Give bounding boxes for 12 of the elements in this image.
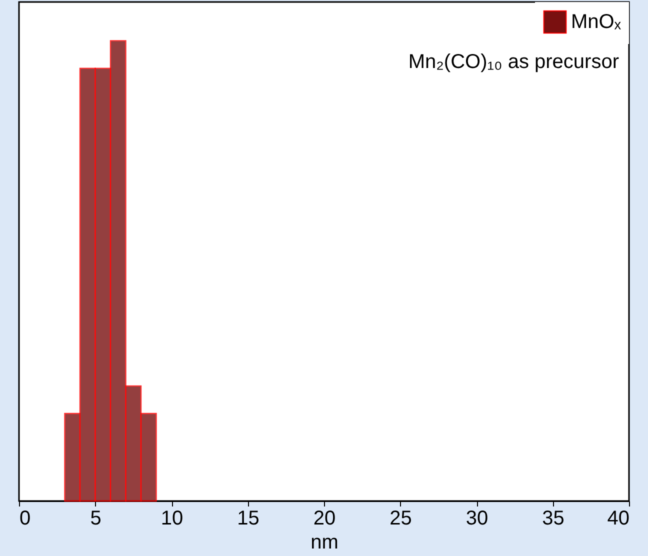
x-tick-label: 5	[90, 508, 102, 530]
x-tick-label: 30	[466, 508, 488, 530]
x-tick-label: 10	[160, 508, 184, 530]
x-tick-label: 0	[20, 508, 31, 530]
x-tick-label: 35	[542, 508, 564, 530]
legend-label: MnOₓ	[571, 11, 622, 33]
x-axis-title: nm	[310, 532, 338, 554]
x-tick-label: 40	[607, 508, 630, 530]
x-tick-label: 25	[390, 508, 412, 530]
annotation: Mn₂(CO)₁₀ as precursor	[408, 51, 620, 73]
x-tick-label: 20	[313, 508, 336, 530]
x-tick-label: 15	[237, 508, 260, 530]
